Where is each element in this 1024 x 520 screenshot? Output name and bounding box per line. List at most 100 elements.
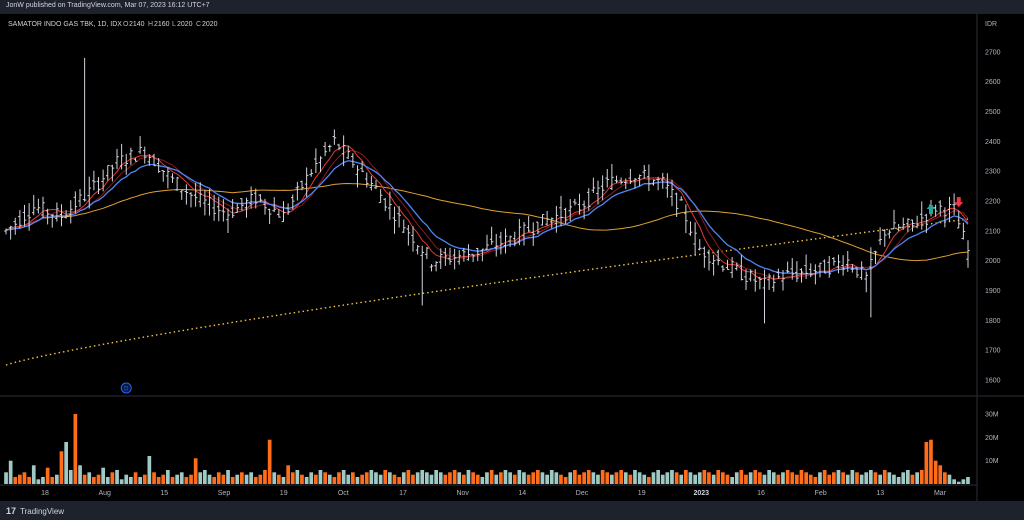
volume-bar [827,474,832,484]
price-tick-label: 2100 [985,228,1001,235]
ohlc-bar [290,194,295,210]
volume-bar [286,465,290,484]
volume-bar [850,470,855,484]
ohlc-bar [166,167,170,189]
ohlc-bar [679,196,684,201]
volume-bar [277,474,281,484]
volume-bar [674,472,679,484]
volume-tick-label: 10M [985,458,999,465]
ohlc-bar [300,180,304,191]
ohlc-bar [36,198,41,214]
ohlc-bar [341,135,346,167]
volume-bar [873,472,878,484]
ohlc-bar [896,223,901,232]
volume-bar [966,477,970,484]
ohlc-bar [55,202,59,222]
sell-arrow-icon [954,197,964,208]
footer-bar: 17 TradingView [0,501,1024,520]
volume-bar [166,470,170,484]
volume-bar [466,470,471,484]
volume-bar [189,474,193,484]
volume-bar [910,474,915,484]
volume-bar [845,474,850,484]
volume-bar [633,470,637,484]
ohlc-bar [64,210,68,219]
ohlc-bar [434,261,438,272]
price-volume-chart[interactable]: SAMATOR INDO GAS TBK, 1D, IDX O 2140 H 2… [0,14,1024,501]
ohlc-bar [45,208,50,225]
volume-bar [290,472,295,484]
volume-bar [36,479,41,484]
volume-axis: 10M 20M 30M [985,412,999,466]
volume-bar [378,474,383,484]
ohlc-bar [610,164,614,191]
volume-bar [961,479,966,484]
volume-bar [716,470,721,484]
volume-bar [337,472,341,484]
volume-bar [411,474,415,484]
ohlc-bar [563,207,568,225]
volume-bar [323,472,327,484]
volume-bar [92,477,96,484]
price-tick-label: 1800 [985,318,1001,325]
volume-bar [503,470,508,484]
sma-50-line [5,182,969,262]
ohlc-bar [267,208,272,225]
ohlc-bar [281,201,286,223]
volume-bar [762,474,767,484]
chart-area[interactable]: SAMATOR INDO GAS TBK, 1D, IDX O 2140 H 2… [0,14,1024,501]
ohlc-bar [170,173,175,183]
volume-bar [536,470,540,484]
brand[interactable]: 17 TradingView [6,506,64,516]
dividend-badge-label: D [124,387,129,393]
volume-bar [582,472,586,484]
ohlc-bar [688,221,693,236]
ohlc-bar [82,57,87,202]
ohlc-bar [129,147,133,166]
volume-bar [78,465,82,484]
ohlc-bar [27,203,31,231]
ohlc-bar [249,186,253,209]
volume-bar [304,477,309,484]
volume-bar [73,414,78,484]
legend-o-label: O [123,21,129,28]
volume-bar [915,472,919,484]
dividend-badge-icon[interactable] [120,382,132,394]
header-bar: JonW published on TradingView.com, Mar 0… [0,0,1024,14]
ohlc-bar [443,247,448,266]
ohlc-bar [614,175,619,184]
ma-fast-line [5,145,969,281]
volume-bar [457,472,462,484]
volume-bar [684,470,688,484]
price-axis[interactable]: 1600 1700 1800 1900 2000 2100 2200 2300 2400 2500… [985,49,1001,384]
price-tick-label: 2500 [985,109,1001,116]
ohlc-bar [263,198,267,215]
ohlc-bar [258,194,263,203]
volume-bar [207,474,212,484]
ohlc-bar [457,250,462,265]
volume-bar [226,470,230,484]
time-axis[interactable]: 18 Aug 15 Sep 19 Oct 17 Nov 14 Dec 19 2023 16 Feb 13 Ma… [41,490,947,497]
volume-bar [300,474,304,484]
brand-name: TradingView [20,506,65,516]
volume-bar [596,474,600,484]
signal-markers: D [120,197,964,394]
ohlc-bar [429,264,434,272]
volume-bar [369,470,374,484]
ohlc-bar [110,164,115,182]
volume-bar [119,479,124,484]
volume-bar [795,474,799,484]
ohlc-bar [485,234,489,251]
ohlc-bar [739,255,744,281]
volume-bar [808,474,813,484]
ohlc-bar [406,224,411,246]
volume-bar [346,474,351,484]
publish-info: JonW published on TradingView.com, Mar 0… [6,2,210,9]
volume-bar [406,470,411,484]
volume-bar [512,474,517,484]
volume-bar [517,470,522,484]
ohlc-bar [628,168,633,184]
ohlc-bar [355,165,360,188]
ohlc-bar [600,175,605,201]
volume-bar [175,474,179,484]
